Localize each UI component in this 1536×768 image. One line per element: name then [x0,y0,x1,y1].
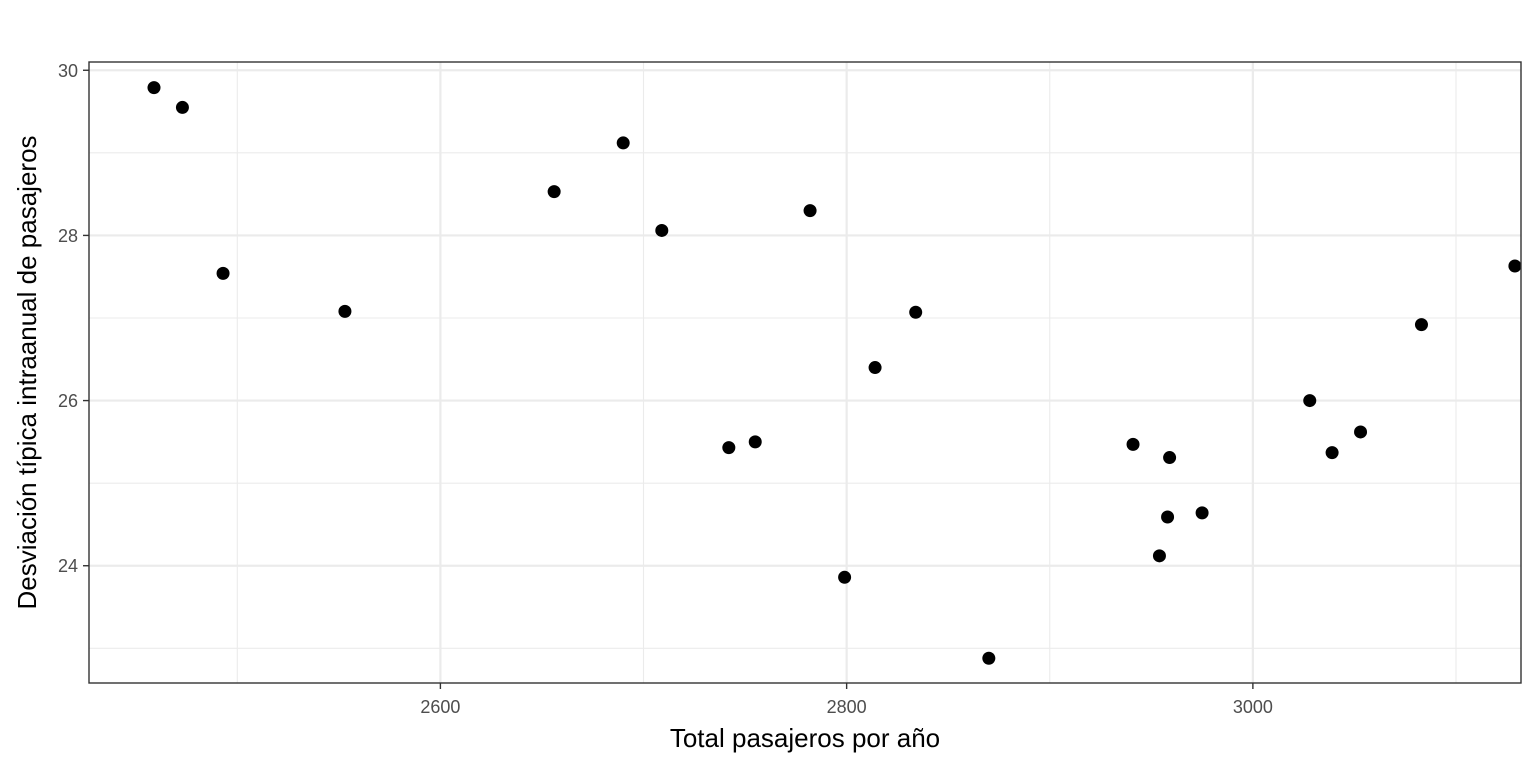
x-tick-label: 2600 [420,697,460,717]
axis-ticks [83,69,1254,689]
data-point [547,185,561,199]
minor-grid [89,62,1521,683]
data-point [1163,451,1177,465]
data-point [1354,425,1368,439]
data-point [1195,506,1209,520]
data-point [1508,259,1522,273]
y-axis-title: Desviación típica intraanual de pasajero… [12,135,42,609]
data-point [748,435,762,449]
x-tick-label: 3000 [1233,697,1273,717]
data-point [838,570,852,584]
data-point [1126,437,1140,451]
data-point [1414,318,1428,332]
data-point [175,100,189,114]
data-point [982,651,996,665]
x-axis-title: Total pasajeros por año [670,723,940,753]
data-point [803,204,817,218]
data-point [616,136,630,150]
data-point [338,304,352,318]
data-point [655,223,669,237]
y-tick-label: 26 [58,391,78,411]
data-point [147,81,161,95]
data-point [909,305,923,319]
y-tick-label: 30 [58,61,78,81]
y-tick-label: 24 [58,556,78,576]
data-points [147,81,1522,665]
tick-labels: 2600 2800 3000 24 26 28 30 [58,61,1273,717]
data-point [1325,446,1339,460]
data-point [1303,394,1317,408]
data-point [722,441,736,455]
data-point [1161,510,1175,524]
data-point [216,266,230,280]
panel-border [88,61,1522,684]
x-tick-label: 2800 [827,697,867,717]
data-point [1152,549,1166,563]
data-point [868,361,882,375]
y-tick-label: 28 [58,226,78,246]
major-grid [89,62,1521,683]
